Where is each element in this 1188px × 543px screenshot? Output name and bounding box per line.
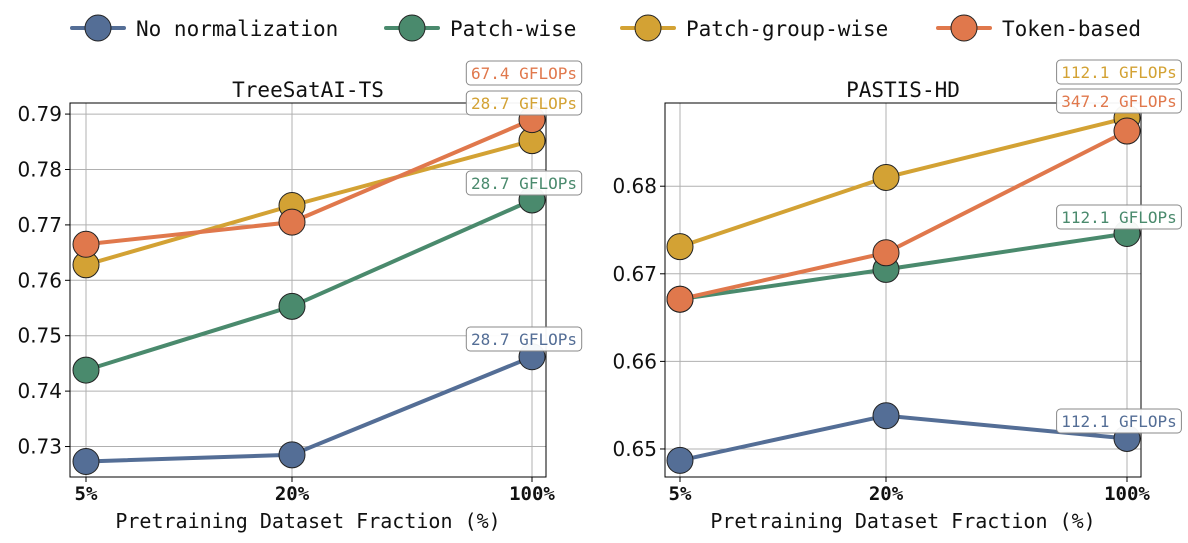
gflops-annotation: 28.7 GFLOPs bbox=[471, 94, 577, 113]
series-line bbox=[84, 354, 534, 464]
legend-marker bbox=[84, 14, 112, 42]
chart-panel-treesatai: TreeSatAI-TS 0.73 0.74 0.75 0.76 0.77 0.78 0.79… bbox=[17, 60, 583, 533]
gflops-annotation-box bbox=[1056, 88, 1182, 114]
series-line bbox=[84, 198, 534, 373]
series-no-normalization bbox=[72, 343, 546, 475]
data-point bbox=[72, 356, 100, 384]
plot-frame bbox=[69, 102, 547, 478]
data-point bbox=[666, 446, 694, 474]
x-tick-label: 5% bbox=[669, 483, 692, 505]
legend-item: Token-based bbox=[936, 14, 1141, 42]
legend-item: Patch-group-wise bbox=[620, 14, 888, 42]
y-tick-label: 0.73 bbox=[17, 435, 62, 459]
gflops-annotation: 347.2 GFLOPs bbox=[1061, 92, 1177, 111]
series-patch-group-wise bbox=[72, 127, 546, 279]
legend-marker bbox=[950, 14, 978, 42]
legend-label: Patch-wise bbox=[450, 17, 576, 41]
data-point bbox=[666, 233, 694, 261]
y-tick-label: 0.79 bbox=[17, 102, 62, 126]
gflops-annotation: 28.7 GFLOPs bbox=[471, 330, 577, 349]
chart-title: TreeSatAI-TS bbox=[232, 78, 384, 102]
legend-marker bbox=[398, 14, 426, 42]
legend-marker bbox=[634, 14, 662, 42]
data-point bbox=[278, 441, 306, 469]
gflops-annotation: 112.1 GFLOPs bbox=[1061, 412, 1177, 431]
data-point bbox=[872, 239, 900, 267]
legend-item: No normalization bbox=[70, 14, 338, 42]
data-point bbox=[872, 402, 900, 430]
chart-panel-pastis: PASTIS-HD 0.65 0.66 0.67 0.68 5% 20% 100% Pretra… bbox=[612, 59, 1182, 533]
y-tick-label: 0.68 bbox=[612, 174, 657, 198]
legend-label: Token-based bbox=[1002, 17, 1141, 41]
data-point bbox=[278, 292, 306, 320]
gflops-annotation-box bbox=[465, 60, 583, 86]
x-tick-label: 5% bbox=[75, 483, 98, 505]
series-token-based bbox=[666, 117, 1141, 313]
legend-label: Patch-group-wise bbox=[686, 17, 888, 41]
series-patch-group-wise bbox=[666, 104, 1141, 261]
y-tick-label: 0.75 bbox=[17, 324, 62, 348]
gflops-annotation-box bbox=[1056, 408, 1182, 434]
data-point bbox=[1113, 117, 1141, 145]
series-line bbox=[84, 117, 534, 247]
annotations: 67.4 GFLOPs 28.7 GFLOPs 28.7 GFLOPs 28.7 GF… bbox=[465, 60, 583, 352]
y-tick-label: 0.65 bbox=[612, 437, 657, 461]
x-tick-label: 100% bbox=[509, 483, 555, 505]
legend-item: Patch-wise bbox=[384, 14, 576, 42]
gflops-annotation: 28.7 GFLOPs bbox=[471, 174, 577, 193]
series-line bbox=[84, 138, 534, 267]
plot-frame bbox=[664, 102, 1142, 478]
x-tick-label: 100% bbox=[1104, 483, 1150, 505]
y-tick-label: 0.74 bbox=[17, 379, 62, 403]
series-patch-wise bbox=[666, 220, 1141, 313]
y-tick-label: 0.67 bbox=[612, 262, 657, 286]
y-tick-label: 0.77 bbox=[17, 213, 62, 237]
chart-title: PASTIS-HD bbox=[846, 78, 960, 102]
annotations: 112.1 GFLOPs 347.2 GFLOPs 112.1 GFLOPs 112.… bbox=[1056, 59, 1182, 434]
legend: No normalization Patch-wise Patch-group-wi… bbox=[70, 14, 1141, 42]
x-tick-label: 20% bbox=[275, 483, 310, 505]
data-point bbox=[872, 163, 900, 191]
gflops-annotation-box bbox=[465, 90, 583, 116]
gflops-annotation: 112.1 GFLOPs bbox=[1061, 208, 1177, 227]
gflops-annotation-box bbox=[465, 326, 583, 352]
x-axis-label: Pretraining Dataset Fraction (%) bbox=[115, 509, 500, 533]
gflops-annotation-box bbox=[1056, 204, 1182, 230]
gflops-annotation: 112.1 GFLOPs bbox=[1061, 63, 1177, 82]
data-point bbox=[278, 208, 306, 236]
data-point bbox=[666, 285, 694, 313]
gflops-annotation: 67.4 GFLOPs bbox=[471, 64, 577, 83]
gflops-annotation-box bbox=[465, 170, 583, 196]
x-axis-label: Pretraining Dataset Fraction (%) bbox=[710, 509, 1095, 533]
gridlines bbox=[70, 103, 546, 477]
gflops-annotation-box bbox=[1056, 59, 1182, 85]
data-point bbox=[72, 230, 100, 258]
y-tick-label: 0.78 bbox=[17, 157, 62, 181]
x-tick-label: 20% bbox=[869, 483, 904, 505]
y-tick-label: 0.66 bbox=[612, 349, 657, 373]
data-point bbox=[72, 447, 100, 475]
legend-label: No normalization bbox=[136, 17, 338, 41]
y-tick-label: 0.76 bbox=[17, 268, 62, 292]
